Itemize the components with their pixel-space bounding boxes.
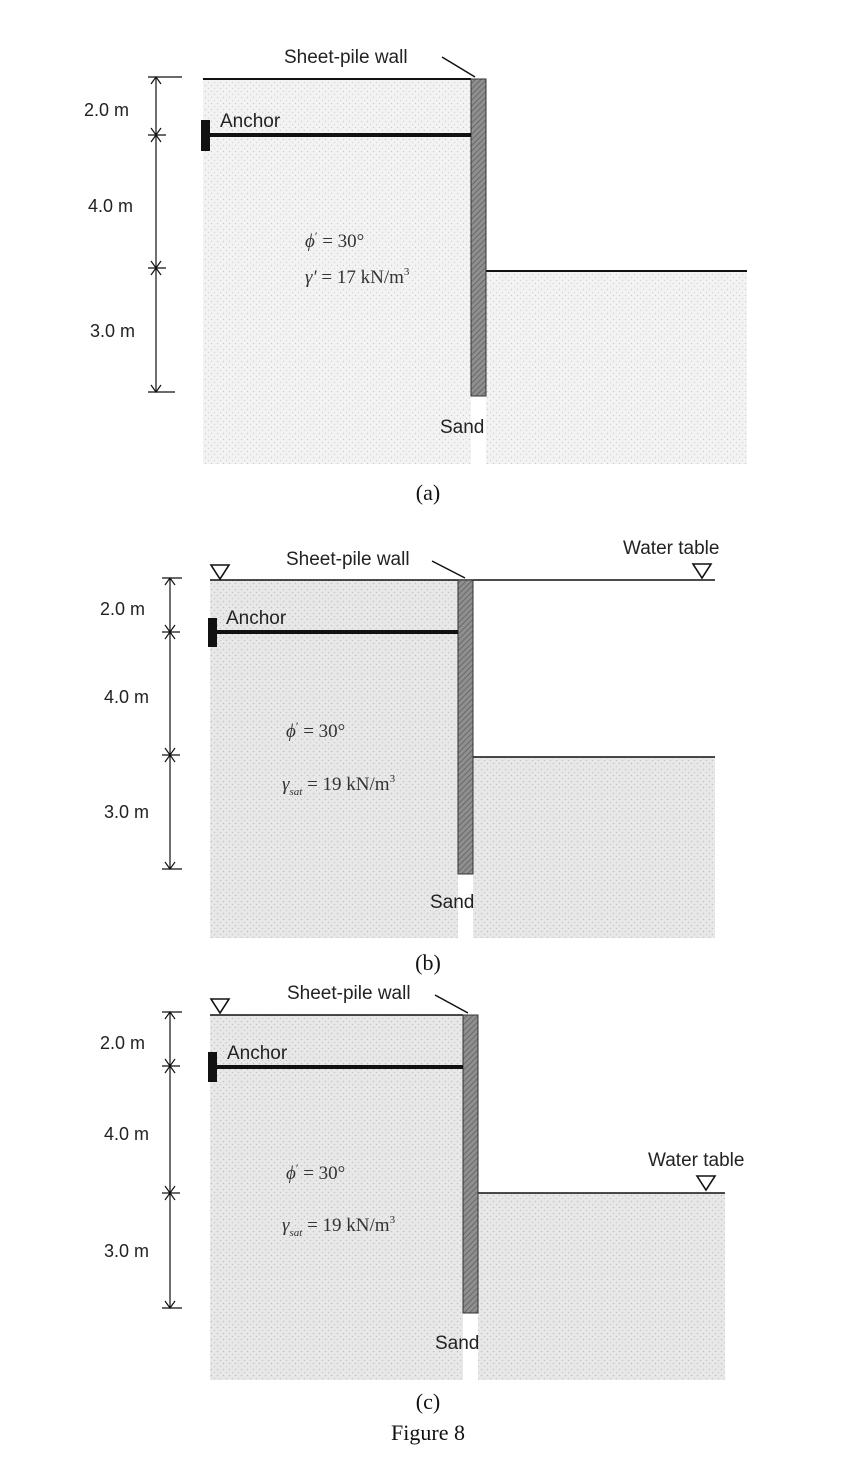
dim-top: 2.0 m: [100, 1033, 145, 1053]
anchor-plate: [208, 1052, 217, 1082]
gamma-value: = 19 kN/m: [302, 774, 389, 795]
soil-retained: [210, 1015, 463, 1380]
dim-bottom: 3.0 m: [90, 321, 135, 341]
water-table-symbol-right: [695, 1175, 717, 1192]
dimension-line: [162, 1010, 182, 1310]
soil-front: [478, 1193, 725, 1380]
gamma-symbol: γ: [282, 1215, 290, 1236]
soil-retained: [203, 79, 471, 464]
phi-prime: ′: [296, 1161, 299, 1175]
sheet-pile-wall: [470, 78, 487, 397]
gamma-parameter: γsat = 19 kN/m3: [282, 773, 396, 798]
gamma-unit-exponent: 3: [390, 773, 396, 785]
phi-value: = 30°: [298, 721, 345, 742]
phi-symbol: ϕ: [305, 231, 315, 252]
phi-symbol: ϕ: [286, 721, 296, 742]
phi-symbol: ϕ: [286, 1163, 296, 1184]
soil-front: [486, 271, 747, 464]
dim-bottom: 3.0 m: [104, 1241, 149, 1261]
wall-label-leader: [431, 560, 466, 579]
dim-middle: 4.0 m: [104, 687, 149, 707]
soil-label: Sand: [430, 892, 474, 913]
dim-middle: 4.0 m: [88, 196, 133, 216]
dim-top: 2.0 m: [84, 100, 129, 120]
soil-retained: [210, 580, 458, 938]
anchor-label: Anchor: [220, 111, 281, 132]
wall-label-leader: [441, 56, 476, 78]
dimension-line: [148, 75, 182, 394]
gamma-unit-exponent: 3: [390, 1214, 396, 1226]
gamma-parameter: γsat = 19 kN/m3: [282, 1214, 396, 1239]
phi-value: = 30°: [298, 1163, 345, 1184]
sheet-pile-wall: [457, 579, 474, 875]
panel-c: Water table Sheet-pile wall Anchor Sand …: [100, 983, 744, 1414]
water-table-label: Water table: [623, 538, 719, 559]
panel-caption: (a): [416, 480, 440, 505]
panel-caption: (b): [415, 950, 441, 975]
phi-value: = 30°: [317, 231, 364, 252]
dim-middle: 4.0 m: [104, 1124, 149, 1144]
phi-parameter: ϕ′ = 30°: [286, 1161, 345, 1184]
panel-caption: (c): [416, 1389, 440, 1414]
water-table-symbol-left: [209, 564, 231, 581]
phi-prime: ′: [315, 229, 318, 243]
water-table-symbol-right: [691, 563, 713, 580]
gamma-value: = 17 kN/m: [317, 267, 404, 288]
phi-parameter: ϕ′ = 30°: [305, 229, 364, 252]
dim-top: 2.0 m: [100, 599, 145, 619]
gamma-parameter: γ′ = 17 kN/m3: [305, 266, 410, 288]
panel-b: Water table Sheet-pile wall Anchor Sand …: [100, 538, 719, 975]
wall-label: Sheet-pile wall: [284, 47, 408, 68]
dim-bottom: 3.0 m: [104, 802, 149, 822]
anchor-label: Anchor: [227, 1043, 288, 1064]
gamma-symbol: γ′: [305, 267, 317, 288]
anchor-plate: [201, 120, 210, 151]
soil-label: Sand: [435, 1333, 479, 1354]
sheet-pile-wall: [462, 1014, 479, 1314]
anchor-label: Anchor: [226, 608, 287, 629]
water-table-symbol-left: [209, 998, 231, 1015]
wall-label-leader: [434, 994, 469, 1014]
wall-label: Sheet-pile wall: [287, 983, 411, 1004]
anchor-plate: [208, 618, 217, 647]
phi-prime: ′: [296, 719, 299, 733]
soil-label: Sand: [440, 417, 484, 438]
dimension-line: [162, 576, 182, 871]
phi-parameter: ϕ′ = 30°: [286, 719, 345, 742]
gamma-subscript: sat: [290, 786, 304, 798]
gamma-unit-exponent: 3: [404, 266, 410, 278]
gamma-value: = 19 kN/m: [302, 1215, 389, 1236]
gamma-symbol: γ: [282, 774, 290, 795]
figure-caption: Figure 8: [391, 1420, 465, 1445]
water-table-label: Water table: [648, 1150, 744, 1171]
panel-a: Sheet-pile wall Anchor Sand 2.0 m 4.0 m …: [84, 47, 747, 505]
wall-label: Sheet-pile wall: [286, 549, 410, 570]
soil-front: [473, 757, 715, 938]
gamma-subscript: sat: [290, 1227, 304, 1239]
